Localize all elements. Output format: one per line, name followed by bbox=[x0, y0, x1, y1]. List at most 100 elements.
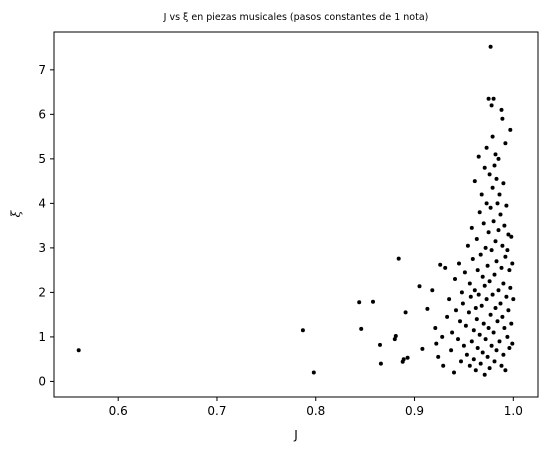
data-point bbox=[453, 277, 457, 281]
data-point bbox=[495, 201, 500, 206]
data-point bbox=[477, 332, 482, 337]
data-point bbox=[479, 303, 484, 308]
data-point bbox=[468, 294, 473, 299]
data-point bbox=[493, 152, 498, 157]
data-point bbox=[477, 210, 482, 215]
data-point bbox=[494, 176, 499, 181]
data-point bbox=[503, 141, 508, 146]
data-point bbox=[396, 256, 401, 261]
data-point bbox=[430, 288, 435, 293]
data-point bbox=[484, 145, 489, 150]
y-tick-label: 2 bbox=[38, 285, 46, 299]
data-point bbox=[486, 230, 491, 235]
data-point bbox=[359, 326, 364, 331]
data-point bbox=[472, 179, 477, 184]
data-point bbox=[497, 192, 502, 197]
data-point bbox=[506, 308, 511, 313]
y-tick-label: 6 bbox=[38, 107, 46, 121]
data-point bbox=[501, 281, 506, 286]
plot-frame bbox=[53, 31, 539, 398]
data-point bbox=[467, 363, 472, 368]
data-point bbox=[488, 205, 493, 210]
data-point bbox=[502, 223, 507, 228]
data-point bbox=[463, 323, 468, 328]
data-point bbox=[466, 310, 471, 315]
data-point bbox=[489, 343, 494, 348]
data-point bbox=[487, 279, 492, 284]
data-point bbox=[499, 363, 504, 368]
data-point bbox=[311, 370, 316, 375]
data-point bbox=[485, 263, 490, 268]
data-point bbox=[457, 261, 461, 266]
data-point bbox=[505, 248, 510, 253]
data-point bbox=[506, 232, 511, 237]
data-point bbox=[458, 319, 462, 324]
data-point bbox=[507, 346, 512, 350]
data-point bbox=[401, 357, 406, 362]
data-point bbox=[464, 352, 469, 357]
data-point bbox=[499, 107, 504, 112]
data-point bbox=[483, 337, 488, 342]
data-point bbox=[471, 357, 476, 362]
data-point bbox=[504, 294, 509, 299]
data-point bbox=[492, 359, 497, 364]
data-point bbox=[487, 366, 492, 371]
data-point bbox=[472, 288, 477, 293]
data-point bbox=[434, 341, 439, 346]
data-point bbox=[461, 343, 466, 348]
data-point bbox=[440, 334, 445, 339]
data-point bbox=[486, 326, 491, 330]
data-point bbox=[500, 314, 505, 319]
y-tick-label: 0 bbox=[38, 374, 46, 388]
data-point bbox=[503, 368, 508, 373]
data-point bbox=[425, 306, 430, 311]
data-point bbox=[441, 363, 446, 368]
data-point bbox=[492, 163, 497, 168]
data-point bbox=[493, 239, 498, 244]
data-point bbox=[486, 96, 491, 101]
data-point bbox=[476, 292, 481, 297]
x-tick-label: 0.7 bbox=[207, 404, 226, 418]
data-point bbox=[392, 337, 397, 342]
data-point bbox=[478, 252, 483, 257]
data-point bbox=[509, 234, 514, 239]
data-point bbox=[502, 326, 507, 330]
data-point bbox=[469, 225, 474, 230]
data-point bbox=[436, 354, 441, 359]
data-point bbox=[475, 346, 480, 350]
data-point bbox=[378, 361, 383, 366]
y-tick-label: 5 bbox=[38, 152, 46, 166]
data-point bbox=[489, 103, 494, 108]
data-point bbox=[494, 259, 499, 264]
data-point bbox=[300, 328, 305, 333]
data-point bbox=[474, 237, 479, 241]
data-point bbox=[460, 301, 465, 306]
chart-title: J vs ξ en piezas musicales (pasos consta… bbox=[163, 12, 429, 23]
data-point bbox=[496, 228, 501, 233]
data-point bbox=[491, 96, 496, 101]
data-point bbox=[508, 285, 513, 290]
data-point bbox=[485, 354, 490, 359]
data-point bbox=[465, 243, 470, 248]
data-point bbox=[462, 270, 467, 275]
data-point bbox=[511, 297, 516, 302]
data-point bbox=[456, 337, 460, 342]
data-point bbox=[499, 265, 504, 270]
x-tick-label: 0.6 bbox=[109, 404, 128, 418]
data-point bbox=[491, 330, 496, 335]
data-point bbox=[459, 290, 464, 295]
data-point bbox=[490, 134, 495, 139]
data-point bbox=[479, 192, 484, 197]
data-point bbox=[482, 165, 487, 170]
data-point bbox=[505, 334, 510, 339]
data-point bbox=[478, 361, 483, 366]
x-tick-label: 0.9 bbox=[405, 404, 424, 418]
data-point bbox=[498, 212, 503, 217]
x-axis-label: J bbox=[293, 428, 298, 442]
data-point bbox=[493, 306, 498, 310]
y-tick-label: 4 bbox=[38, 196, 46, 210]
data-point bbox=[490, 185, 495, 190]
y-tick-label: 3 bbox=[38, 241, 46, 255]
data-point bbox=[484, 297, 489, 302]
data-point bbox=[474, 317, 479, 322]
